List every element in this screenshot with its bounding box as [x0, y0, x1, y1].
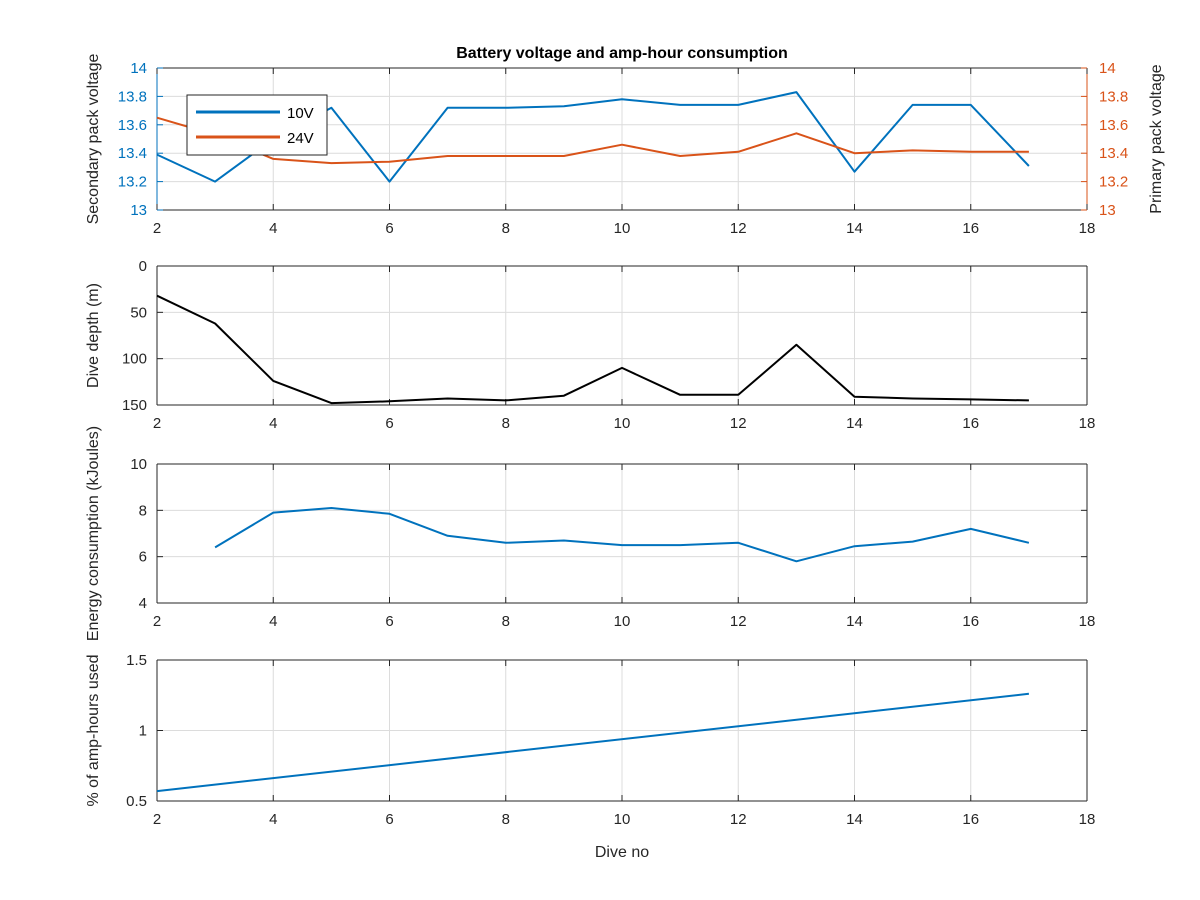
x-tick-label: 2 [153, 220, 161, 237]
x-tick-label: 16 [962, 220, 979, 237]
y-tick-label: 8 [139, 502, 147, 519]
y-tick-label: 13.8 [118, 88, 147, 105]
y-tick-label: 50 [130, 304, 147, 321]
chart-panel-1: 2 4 6 8 10 12 14 16 181313.213.413.613.8141313.2… [85, 45, 1165, 237]
x-tick-label: 16 [962, 613, 979, 630]
x-tick-label: 2 [153, 415, 161, 432]
series-line-4-1 [156, 692, 1030, 793]
x-tick-label: 4 [269, 220, 277, 237]
x-tick-label: 6 [385, 613, 393, 630]
y-tick-label: 13 [130, 202, 147, 219]
y-axis-label: Dive depth (m) [85, 283, 102, 388]
y-axis-label: Secondary pack voltage [85, 54, 102, 225]
x-tick-label: 4 [269, 811, 277, 828]
x-tick-label: 10 [614, 220, 631, 237]
x-tick-label: 12 [730, 811, 747, 828]
y-tick-label: 6 [139, 549, 147, 566]
y-tick-label: 1 [139, 723, 147, 740]
x-tick-label: 6 [385, 415, 393, 432]
y-tick-label: 100 [122, 351, 147, 368]
y-axis-label: Energy consumption (kJoules) [85, 426, 102, 641]
x-tick-label: 10 [614, 811, 631, 828]
y-axis-label: % of amp-hours used [85, 654, 102, 806]
x-tick-label: 18 [1079, 811, 1096, 828]
x-tick-label: 14 [846, 415, 863, 432]
x-tick-label: 8 [502, 415, 510, 432]
chart-title: Battery voltage and amp-hour consumption [456, 45, 788, 62]
y-tick-label: 0 [139, 258, 147, 275]
x-tick-label: 8 [502, 220, 510, 237]
series-line-2-1 [156, 294, 1029, 405]
x-tick-label: 2 [153, 613, 161, 630]
x-tick-label: 12 [730, 220, 747, 237]
y-tick-label: 13.2 [118, 174, 147, 191]
series-line-24v [156, 116, 1029, 165]
y-right-tick-label: 13.4 [1099, 145, 1128, 162]
x-tick-label: 12 [730, 415, 747, 432]
x-tick-label: 18 [1079, 415, 1096, 432]
x-tick-label: 14 [846, 220, 863, 237]
y-right-axis-label: Primary pack voltage [1148, 64, 1165, 213]
y-tick-label: 10 [130, 456, 147, 473]
x-tick-label: 10 [614, 415, 631, 432]
x-tick-label: 8 [502, 613, 510, 630]
y-tick-label: 0.5 [126, 793, 147, 810]
x-tick-label: 8 [502, 811, 510, 828]
y-tick-label: 14 [130, 60, 147, 77]
legend-label-10v: 10V [287, 105, 314, 122]
x-tick-label: 6 [385, 811, 393, 828]
x-tick-label: 12 [730, 613, 747, 630]
y-right-tick-label: 14 [1099, 60, 1116, 77]
y-right-tick-label: 13 [1099, 202, 1116, 219]
y-tick-label: 150 [122, 397, 147, 414]
x-tick-label: 4 [269, 415, 277, 432]
y-right-tick-label: 13.8 [1099, 88, 1128, 105]
x-tick-label: 16 [962, 415, 979, 432]
x-tick-label: 14 [846, 811, 863, 828]
legend-box [186, 94, 328, 156]
y-tick-label: 1.5 [126, 652, 147, 669]
x-tick-label: 18 [1079, 220, 1096, 237]
x-axis-label: Dive no [595, 844, 649, 861]
chart-panel-2: 2 4 6 8 10 12 14 16 18 0 50 100 150 Dive depth (m) [85, 258, 1095, 432]
x-tick-label: 16 [962, 811, 979, 828]
y-tick-label: 13.6 [118, 117, 147, 134]
x-tick-label: 14 [846, 613, 863, 630]
x-tick-label: 4 [269, 613, 277, 630]
y-right-tick-label: 13.6 [1099, 117, 1128, 134]
chart-panel-4: 2 4 6 8 10 12 14 16 18 0.5 1 1.5 % of amp-hours used… [85, 652, 1095, 861]
legend-label-24v: 24V [287, 130, 314, 147]
x-tick-label: 18 [1079, 613, 1096, 630]
y-right-tick-label: 13.2 [1099, 174, 1128, 191]
series-line-3-1 [214, 507, 1030, 563]
x-tick-label: 2 [153, 811, 161, 828]
x-tick-label: 6 [385, 220, 393, 237]
x-tick-label: 10 [614, 613, 631, 630]
y-tick-label: 4 [139, 595, 147, 612]
y-tick-label: 13.4 [118, 145, 147, 162]
